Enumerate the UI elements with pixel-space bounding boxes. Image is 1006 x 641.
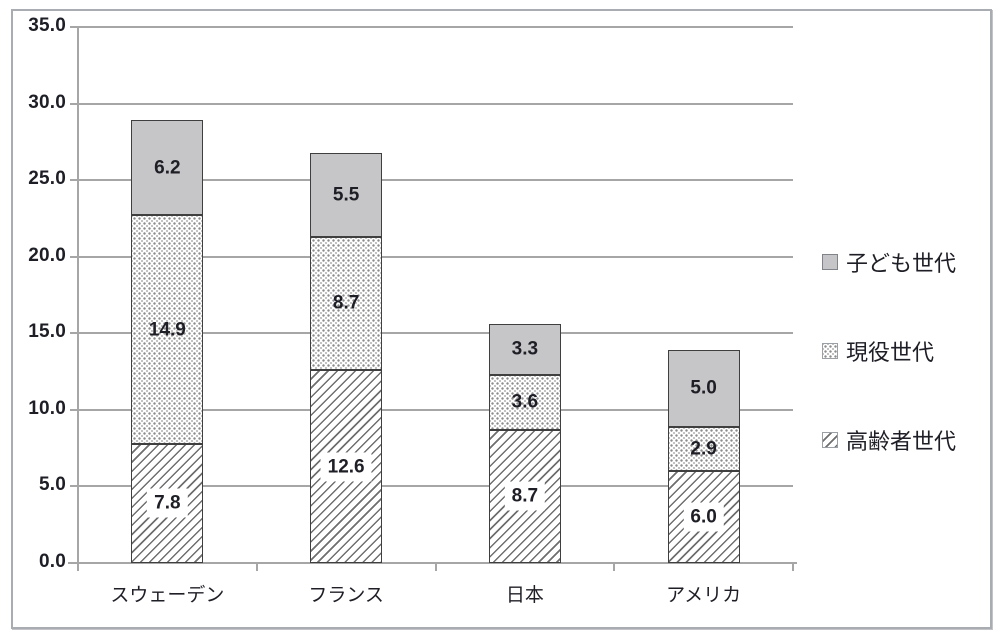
gridline — [78, 103, 793, 105]
y-axis-tick — [70, 26, 78, 28]
x-axis-tick — [792, 562, 794, 571]
bar-segment — [668, 350, 740, 427]
bar-segment — [131, 215, 203, 444]
data-label: 6.0 — [683, 502, 724, 532]
data-label: 7.8 — [147, 488, 188, 518]
data-label: 2.9 — [690, 438, 717, 460]
category-label: スウェーデン — [110, 585, 225, 606]
y-axis-tick — [70, 485, 78, 487]
bar-segment — [489, 429, 561, 563]
y-tick-label: 0.0 — [38, 551, 66, 572]
y-axis-tick — [70, 179, 78, 181]
y-tick-label: 35.0 — [28, 15, 66, 36]
gridline — [78, 485, 793, 487]
category-label: 日本 — [505, 585, 544, 606]
bar-segment — [668, 426, 740, 472]
category-label: アメリカ — [666, 585, 742, 606]
data-label: 5.0 — [690, 377, 717, 399]
bar-segment — [489, 374, 561, 430]
y-tick-label: 15.0 — [28, 321, 66, 342]
data-label: 5.5 — [332, 184, 360, 206]
bar-segment — [310, 152, 382, 237]
bar-segment — [131, 120, 203, 216]
data-label: 6.2 — [154, 157, 181, 179]
y-axis-tick — [70, 332, 78, 334]
data-label: 12.6 — [320, 452, 372, 481]
y-axis-tick — [70, 103, 78, 105]
x-axis-line — [68, 562, 797, 564]
y-axis-tick — [70, 409, 78, 411]
y-tick-label: 5.0 — [38, 474, 66, 495]
x-axis-tick — [435, 562, 437, 571]
gridline — [78, 409, 793, 411]
x-axis-tick — [613, 562, 615, 571]
y-tick-label: 30.0 — [28, 92, 66, 113]
data-label: 8.7 — [332, 292, 360, 314]
data-label: 8.7 — [504, 481, 546, 511]
y-tick-label: 20.0 — [28, 245, 66, 266]
y-axis-line — [77, 26, 79, 564]
gridline — [78, 26, 793, 28]
data-label: 14.9 — [148, 319, 186, 340]
bar-segment — [310, 236, 382, 370]
y-tick-label: 10.0 — [28, 398, 66, 419]
bar-segment — [668, 471, 740, 563]
y-tick-label: 25.0 — [28, 168, 66, 189]
x-axis-tick — [256, 562, 258, 571]
x-axis-tick — [77, 562, 79, 571]
gridline — [78, 256, 793, 258]
data-label: 3.6 — [511, 391, 539, 413]
bar-segment — [489, 324, 561, 375]
y-axis-tick — [70, 256, 78, 258]
gridline — [78, 179, 793, 181]
data-label: 3.3 — [511, 338, 539, 360]
category-label: フランス — [308, 585, 384, 606]
gridline — [78, 332, 793, 334]
